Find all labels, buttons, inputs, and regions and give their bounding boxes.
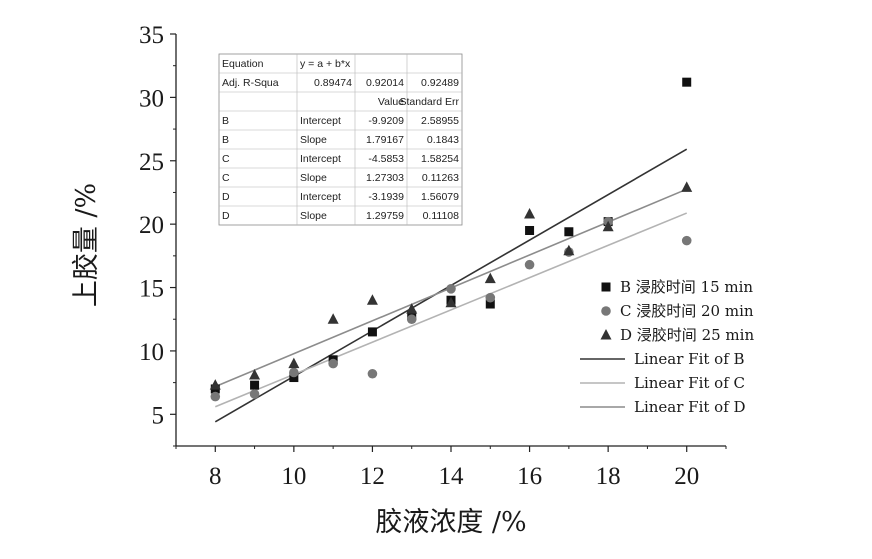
fit-table-cell: B — [222, 115, 229, 127]
point-c-12 — [367, 368, 378, 379]
point-c-9 — [249, 389, 260, 399]
fit-table-cell: D — [222, 210, 230, 222]
fit-table-cell: D — [222, 191, 230, 203]
fit-table-cell: Slope — [300, 210, 327, 222]
y-tick-label-10: 10 — [139, 339, 164, 366]
fit-table-cell: -3.1939 — [368, 191, 404, 203]
point-d-18 — [602, 220, 614, 232]
legend-label-linear-fit-of-c: Linear Fit of C — [634, 374, 745, 392]
x-axis-title: 胶液浓度 /% — [375, 507, 526, 538]
legend-label-linear-fit-of-d: Linear Fit of D — [634, 398, 746, 416]
fit-table-cell: Adj. R-Squa — [222, 77, 279, 89]
point-d-17 — [563, 244, 575, 256]
fit-line-linear-fit-of-c — [214, 212, 688, 408]
fit-table-cell: 1.79167 — [366, 134, 404, 146]
point-d-16 — [524, 208, 536, 219]
legend: B 浸胶时间 15 min C 浸胶时间 20 min D 浸胶时间 25 min L… — [580, 278, 754, 416]
fit-table-cell: 0.92489 — [421, 77, 459, 89]
x-tick-label-14: 14 — [439, 463, 465, 490]
fit-table-cell: Slope — [300, 172, 327, 184]
point-d-20 — [681, 181, 693, 192]
x-tick-label-10: 10 — [281, 463, 306, 490]
fit-table-cell: Slope — [300, 134, 327, 146]
point-b-15 — [485, 299, 495, 309]
fit-table-cell: Intercept — [300, 115, 341, 127]
fit-table-cell: -9.9209 — [368, 115, 404, 127]
x-tick-label-8: 8 — [209, 463, 222, 490]
fit-table-cell: 2.58955 — [421, 115, 459, 127]
point-b-17 — [564, 227, 574, 237]
y-axis-title: 上胶量 /% — [71, 183, 102, 307]
point-c-16 — [524, 259, 535, 270]
fit-table-cell: 1.27303 — [366, 172, 404, 184]
fit-results-table: Equation y = a + b*x Adj. R-Squa 0.89474 0.9… — [218, 53, 463, 226]
point-b-12 — [367, 327, 377, 337]
fit-table-cell: y = a + b*x — [300, 58, 351, 70]
point-b-16 — [525, 225, 535, 235]
fit-table-cell: 0.89474 — [314, 77, 352, 89]
legend-marker-b — [601, 282, 611, 292]
point-d-12 — [366, 294, 378, 305]
fit-table-cell: 0.11263 — [422, 172, 459, 184]
y-tick-label-30: 30 — [139, 85, 164, 112]
point-c-11 — [328, 358, 338, 369]
fit-table-cell: 0.11108 — [423, 210, 460, 222]
point-c-15 — [485, 292, 496, 303]
y-tick-label-35: 35 — [139, 22, 164, 49]
legend-label-d: D 浸胶时间 25 min — [620, 326, 754, 344]
fit-table-cell: -4.5853 — [368, 153, 404, 165]
fit-table-cell: 1.58254 — [421, 153, 459, 165]
fit-table-cell: C — [222, 153, 230, 165]
x-tick-label-12: 12 — [360, 463, 385, 490]
x-tick-label-20: 20 — [674, 463, 699, 490]
fit-table-cell: Standard Err — [399, 96, 459, 108]
point-c-14 — [446, 284, 456, 294]
y-tick-label-15: 15 — [139, 276, 164, 303]
point-c-20 — [681, 235, 692, 246]
fit-table-frame — [218, 53, 463, 226]
fit-table-cell: C — [222, 172, 230, 184]
legend-marker-c — [601, 306, 611, 316]
tick-marks-and-labels: 8 10 12 14 16 18 20 5 10 15 20 25 30 35 — [139, 22, 727, 490]
x-tick-label-18: 18 — [596, 463, 621, 490]
point-c-13 — [406, 314, 417, 325]
fit-table-cell: Value — [378, 96, 404, 108]
point-c-10 — [289, 367, 299, 378]
legend-label-c: C 浸胶时间 20 min — [620, 302, 754, 320]
point-b-10 — [289, 373, 299, 383]
y-tick-label-20: 20 — [139, 212, 164, 239]
point-d-11 — [327, 313, 339, 324]
legend-label-b: B 浸胶时间 15 min — [620, 278, 753, 296]
x-tick-label-16: 16 — [517, 463, 542, 490]
point-d-15 — [484, 272, 496, 284]
fit-table-cell: Intercept — [300, 153, 341, 165]
fit-table-cell: B — [222, 134, 229, 146]
fit-table-cell: Equation — [222, 58, 264, 70]
y-tick-label-25: 25 — [139, 149, 164, 176]
point-d-8 — [209, 379, 221, 390]
fit-table-cell: 1.56079 — [421, 191, 459, 203]
point-d-10 — [288, 357, 300, 369]
fit-table-cell: 0.1843 — [427, 134, 459, 146]
point-c-8 — [210, 391, 221, 402]
data-points — [209, 77, 693, 402]
point-b-9 — [250, 380, 260, 390]
point-d-14 — [445, 296, 457, 308]
legend-marker-d — [600, 329, 612, 340]
point-d-13 — [406, 303, 418, 314]
y-tick-label-5: 5 — [152, 402, 165, 429]
fit-table-cell: 0.92014 — [366, 77, 404, 89]
fit-table-cell: 1.29759 — [366, 210, 404, 222]
fit-table-cell: Intercept — [300, 191, 341, 203]
point-b-20 — [682, 77, 692, 87]
legend-label-linear-fit-of-b: Linear Fit of B — [634, 350, 745, 368]
point-d-9 — [249, 369, 261, 380]
